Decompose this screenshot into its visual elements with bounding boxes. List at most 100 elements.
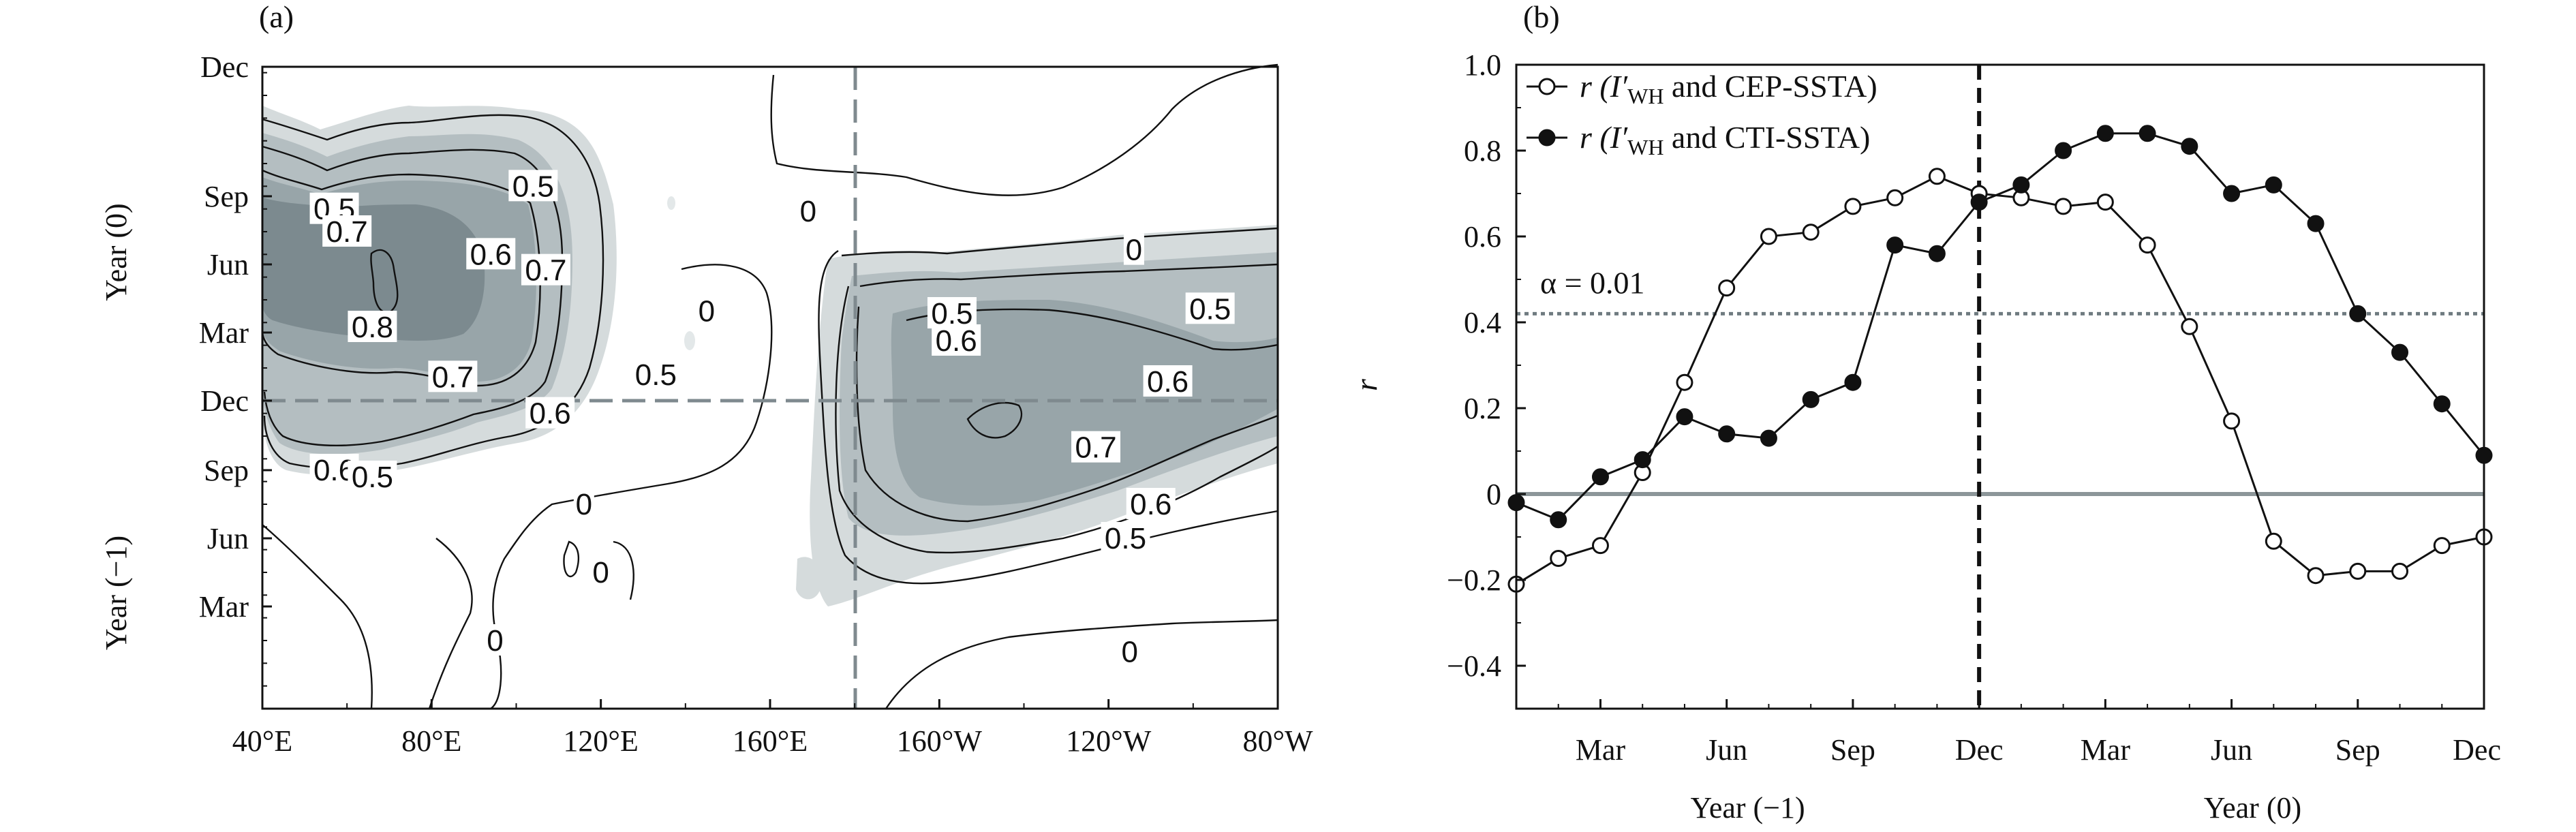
y-tick-label: Dec — [200, 50, 249, 84]
y-axis-a: Mar Jun Sep Dec Mar Jun Sep Dec — [199, 50, 272, 709]
y-tick-label: Mar — [199, 590, 249, 623]
x-tick-label: Mar — [1576, 733, 1626, 767]
y-tick-label: 0.4 — [1464, 306, 1501, 339]
data-point — [1886, 189, 1904, 206]
shade-patch — [796, 557, 822, 600]
contour-label: 0.5 — [635, 358, 677, 392]
data-point — [2307, 215, 2325, 232]
y-tick-label: Jun — [207, 248, 249, 281]
y-tick-label: Sep — [204, 454, 249, 487]
contour-label-bg — [927, 297, 977, 328]
y-tick-label: −0.2 — [1447, 564, 1501, 597]
contour-label-bg — [1123, 233, 1144, 265]
x-tick-label: Mar — [2081, 733, 2131, 767]
contour-label-bg — [696, 294, 717, 326]
y-group-label-year-minus1: Year (−1) — [99, 536, 133, 650]
contour-label-bg — [631, 358, 681, 390]
contour-line-0 — [262, 524, 373, 709]
legend-label: r (I′WH and CTI-SSTA) — [1580, 120, 1870, 159]
contour-label-bg — [348, 311, 397, 342]
data-point — [2349, 305, 2367, 322]
x-tick-label: 120°W — [1066, 724, 1152, 758]
contour-label: 0.6 — [1130, 488, 1171, 521]
x-tick-label: Dec — [2453, 733, 2501, 767]
series-line — [1516, 132, 2485, 521]
contour-label-bg — [348, 461, 397, 492]
data-point — [1760, 429, 1777, 447]
y-tick-label: 0 — [1486, 478, 1501, 511]
y-tick-label: −0.4 — [1447, 649, 1501, 683]
contour-line-0.5 — [841, 227, 1278, 257]
x-tick-label: 40°E — [232, 724, 292, 758]
contour-label-bg — [525, 397, 575, 429]
contour-label: 0 — [576, 488, 592, 521]
contour-label-bg — [1126, 488, 1176, 519]
data-point — [1760, 228, 1777, 245]
contour-line-0.6 — [855, 306, 1278, 523]
contour-label-bg — [1071, 431, 1121, 463]
legend-marker — [1538, 129, 1556, 147]
contour-labels: 0.50.50.70.6 0.70.80.50.70.60.60.50000000… — [309, 170, 1235, 669]
data-point — [1591, 537, 1609, 555]
x-group-labels: Year (−1) Year (0) — [1690, 791, 2301, 825]
contour-label: 0 — [487, 624, 503, 658]
data-point — [1718, 279, 1736, 297]
x-tick-label: 120°E — [563, 724, 638, 758]
data-point — [1802, 390, 1820, 408]
contour-label: 0.7 — [326, 215, 368, 249]
data-point — [1886, 236, 1904, 254]
shade-patch — [667, 196, 675, 210]
contour-label-bg — [797, 195, 818, 226]
data-point — [2096, 194, 2114, 211]
x-group-label: Year (0) — [2204, 791, 2301, 825]
contour-label: 0 — [592, 556, 609, 589]
contour-label-bg — [590, 556, 611, 587]
data-point — [1634, 451, 1651, 469]
y-axis-b: 1.0 0.8 0.6 0.4 0.2 0 −0.2 −0.4 — [1447, 48, 1526, 709]
contour-label: 0.7 — [525, 254, 566, 288]
data-point — [1928, 168, 1946, 185]
x-tick-label: Jun — [2211, 733, 2252, 767]
data-point — [2055, 198, 2072, 215]
contour-line-0 — [490, 264, 773, 709]
contour-label-bg — [1101, 522, 1150, 553]
x-tick-label: 160°E — [733, 724, 808, 758]
contour-label-bg — [466, 238, 516, 270]
data-point — [2096, 125, 2114, 142]
data-point — [2223, 412, 2241, 430]
panel-a-label: (a) — [259, 0, 294, 34]
y-tick-label: Jun — [207, 522, 249, 555]
data-point — [2181, 138, 2198, 155]
data-point — [1928, 245, 1946, 262]
panel-b-label: (b) — [1523, 0, 1560, 34]
series-lines — [1507, 125, 2493, 593]
data-point — [1844, 198, 1862, 215]
y-tick-label: 0.6 — [1464, 220, 1501, 253]
contour-label: 0.5 — [352, 461, 393, 494]
data-point — [2307, 567, 2325, 585]
contour-line-0 — [770, 63, 1278, 196]
contour-label-bg — [322, 215, 372, 247]
plot-area-b — [1515, 63, 2485, 710]
reference-lines-b — [1516, 65, 2484, 709]
data-point — [2138, 236, 2156, 254]
data-point — [2391, 562, 2409, 580]
panel-b-line-chart: (b) Mar Jun Sep Dec Mar Jun Sep Dec 1.0 0.8 0.6 0.… — [1349, 0, 2501, 825]
data-point — [1591, 468, 1609, 486]
y-tick-label: Dec — [200, 384, 249, 418]
contour-label-bg — [428, 360, 478, 392]
data-point — [1718, 425, 1736, 443]
data-point — [1802, 224, 1820, 241]
x-tick-label: Dec — [1955, 733, 2004, 767]
data-point — [1844, 373, 1862, 391]
y-tick-label: Mar — [199, 316, 249, 350]
contour-label: 0.8 — [352, 311, 393, 344]
contour-label-bg — [932, 324, 981, 356]
contour-line-0 — [563, 540, 580, 578]
contour-line-0.6 — [262, 145, 564, 447]
contour-line-0 — [613, 540, 634, 600]
y-tick-label: 0.8 — [1464, 134, 1501, 168]
contour-line-0 — [885, 619, 1278, 709]
data-point — [2265, 532, 2282, 550]
x-tick-label: 80°E — [401, 724, 461, 758]
